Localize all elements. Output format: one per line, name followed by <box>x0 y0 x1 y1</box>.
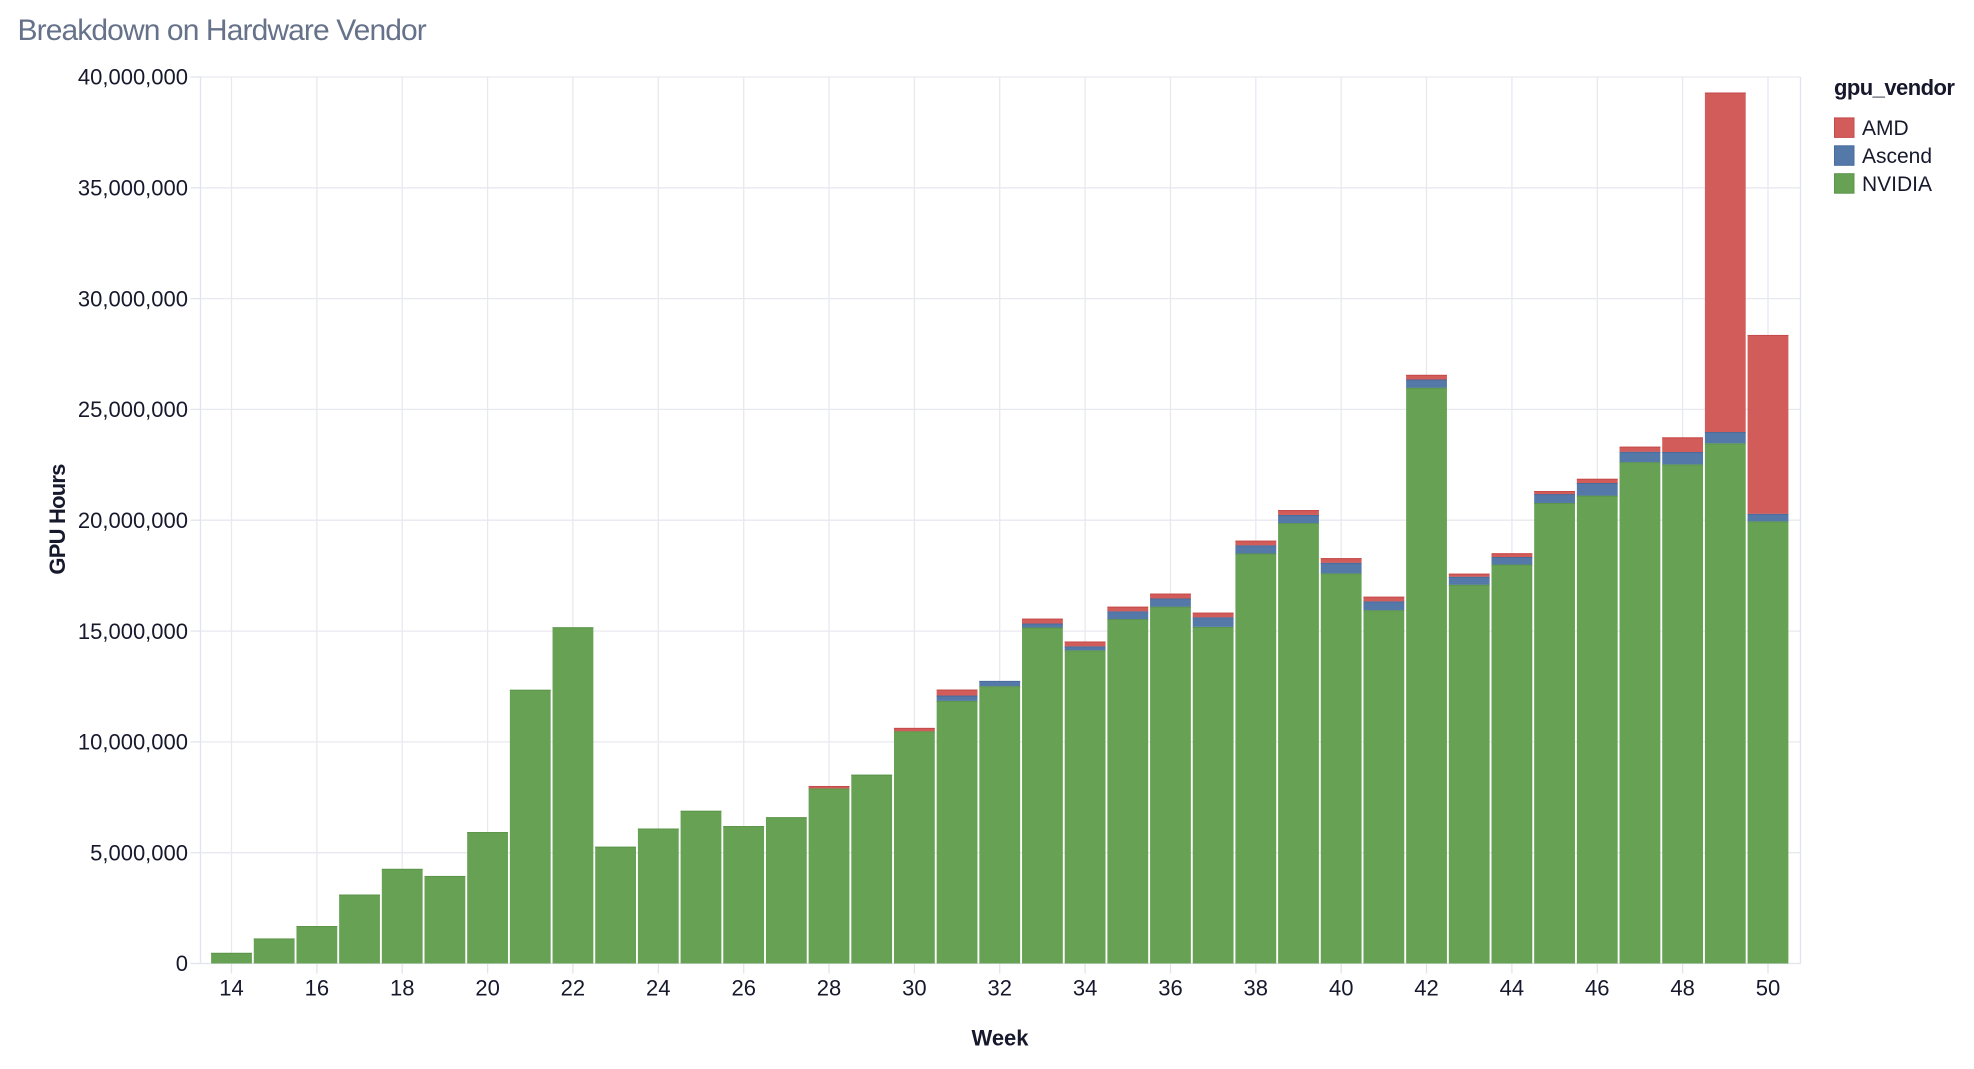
svg-text:35,000,000: 35,000,000 <box>78 176 188 201</box>
svg-text:30,000,000: 30,000,000 <box>78 286 188 311</box>
svg-text:32: 32 <box>987 976 1011 1001</box>
svg-text:AMD: AMD <box>1862 117 1909 140</box>
svg-text:46: 46 <box>1585 976 1609 1001</box>
svg-text:16: 16 <box>305 976 329 1001</box>
svg-text:18: 18 <box>390 976 414 1001</box>
svg-text:20,000,000: 20,000,000 <box>78 508 188 533</box>
svg-text:Week: Week <box>971 1026 1029 1051</box>
svg-text:40,000,000: 40,000,000 <box>78 65 188 90</box>
svg-text:25,000,000: 25,000,000 <box>78 397 188 422</box>
svg-text:Breakdown on Hardware Vendor: Breakdown on Hardware Vendor <box>18 14 427 47</box>
svg-text:36: 36 <box>1158 976 1182 1001</box>
svg-text:48: 48 <box>1670 976 1694 1001</box>
svg-text:10,000,000: 10,000,000 <box>78 730 188 755</box>
svg-text:26: 26 <box>731 976 755 1001</box>
svg-text:15,000,000: 15,000,000 <box>78 619 188 644</box>
svg-text:30: 30 <box>902 976 926 1001</box>
svg-text:34: 34 <box>1073 976 1097 1001</box>
svg-text:42: 42 <box>1414 976 1438 1001</box>
svg-text:NVIDIA: NVIDIA <box>1862 173 1932 196</box>
svg-text:22: 22 <box>561 976 585 1001</box>
svg-text:0: 0 <box>176 951 188 976</box>
svg-text:28: 28 <box>817 976 841 1001</box>
svg-text:14: 14 <box>219 976 243 1001</box>
svg-text:40: 40 <box>1329 976 1353 1001</box>
svg-text:5,000,000: 5,000,000 <box>90 840 188 865</box>
svg-text:Ascend: Ascend <box>1862 145 1932 168</box>
svg-text:38: 38 <box>1244 976 1268 1001</box>
svg-text:24: 24 <box>646 976 670 1001</box>
svg-text:44: 44 <box>1500 976 1524 1001</box>
svg-text:gpu_vendor: gpu_vendor <box>1834 75 1955 100</box>
svg-text:20: 20 <box>475 976 499 1001</box>
svg-text:50: 50 <box>1756 976 1780 1001</box>
svg-text:GPU Hours: GPU Hours <box>45 464 70 575</box>
